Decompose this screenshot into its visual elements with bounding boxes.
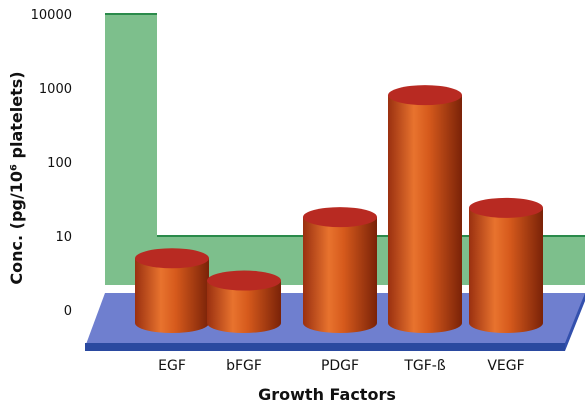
bar	[469, 197, 543, 333]
floor-side-edge	[565, 293, 585, 351]
x-tick-label: TGF-ß	[403, 358, 446, 374]
x-tick-label: PDGF	[321, 358, 359, 374]
bars	[135, 85, 543, 333]
x-axis-title: Growth Factors	[258, 385, 396, 404]
y-axis-title: Conc. (pg/10⁶ platelets)	[7, 71, 26, 284]
bar-top	[207, 270, 281, 291]
y-axis-ticks: 0 10 100 1000 10000	[31, 8, 72, 319]
y-tick-label: 1000	[39, 82, 72, 97]
bar-top	[469, 197, 543, 218]
bar-top	[135, 248, 209, 269]
bar-body	[135, 258, 209, 333]
x-tick-label: bFGF	[226, 358, 262, 374]
bar-body	[469, 207, 543, 333]
bar-top	[303, 207, 377, 228]
bar	[207, 270, 281, 333]
y-tick-label: 100	[47, 156, 72, 171]
bar-body	[207, 280, 281, 333]
bar-body	[303, 217, 377, 333]
bar	[135, 248, 209, 333]
x-tick-label: VEGF	[487, 358, 524, 374]
bar-body	[388, 95, 462, 333]
bar	[388, 85, 462, 333]
y-tick-label: 0	[64, 304, 72, 319]
y-tick-label: 10	[55, 230, 72, 245]
bar	[303, 207, 377, 333]
floor-front-edge	[85, 343, 565, 351]
bar-top	[388, 85, 462, 106]
x-axis-categories: EGF bFGF PDGF TGF-ß VEGF	[158, 358, 525, 374]
x-tick-label: EGF	[158, 358, 186, 374]
y-tick-label: 10000	[31, 8, 72, 23]
